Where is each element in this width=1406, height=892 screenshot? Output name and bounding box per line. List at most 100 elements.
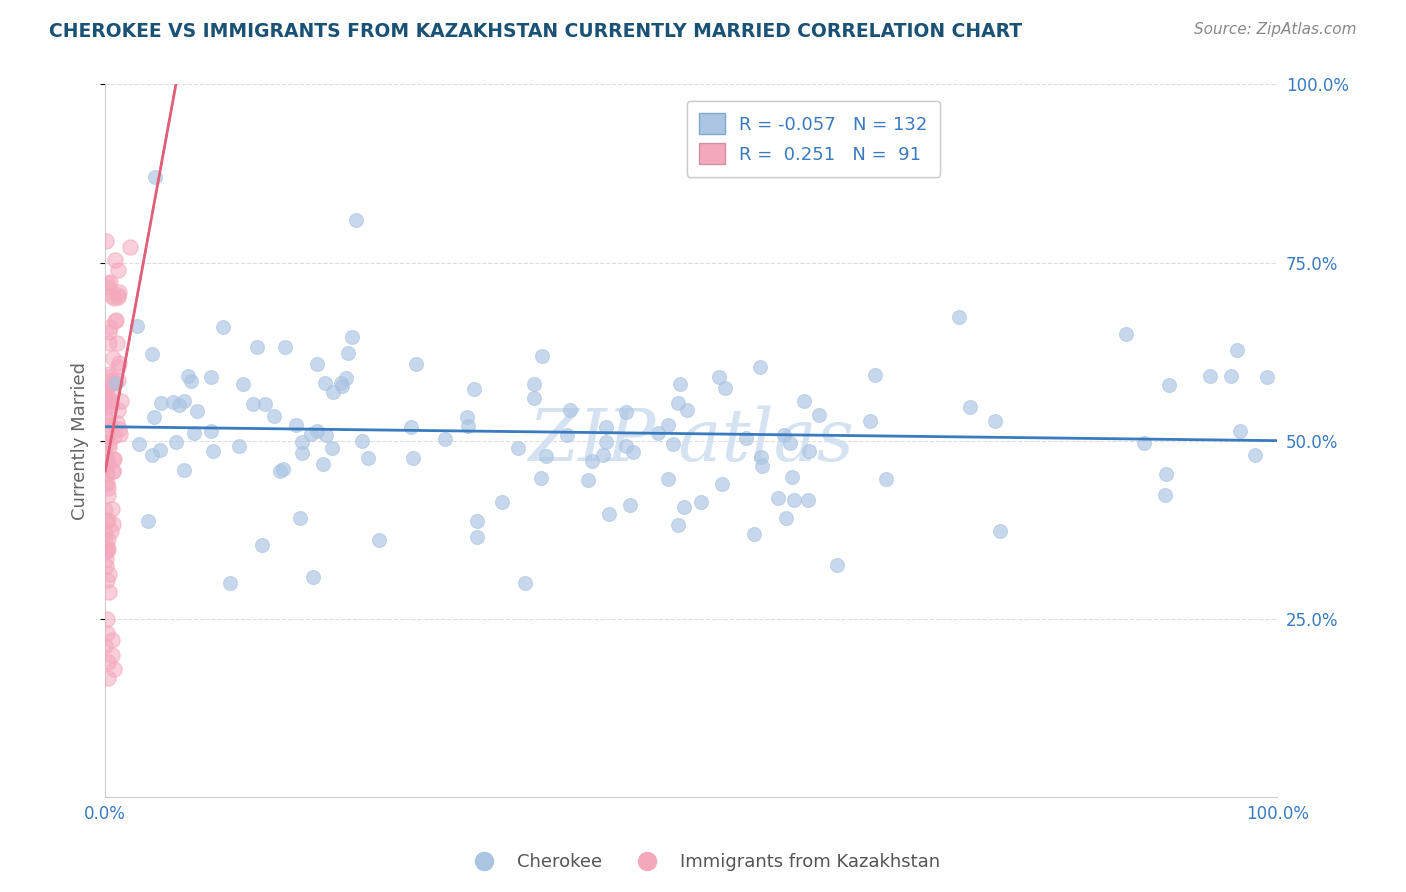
Point xyxy=(127,319,149,334)
Point xyxy=(523,391,546,405)
Point xyxy=(94,413,117,427)
Point xyxy=(96,543,118,558)
Point xyxy=(94,387,117,401)
Point xyxy=(314,376,336,390)
Point xyxy=(1226,343,1249,358)
Point xyxy=(169,398,191,412)
Point xyxy=(141,448,163,462)
Point xyxy=(96,626,118,640)
Point xyxy=(108,285,131,300)
Point xyxy=(97,435,120,450)
Point xyxy=(522,377,544,392)
Point xyxy=(96,395,118,409)
Point xyxy=(101,351,124,365)
Point xyxy=(793,393,815,408)
Point xyxy=(143,410,166,425)
Point xyxy=(97,655,120,669)
Point xyxy=(149,396,172,410)
Point xyxy=(104,252,127,267)
Point xyxy=(96,541,118,556)
Point xyxy=(103,464,125,478)
Point xyxy=(101,502,124,516)
Point xyxy=(253,396,276,410)
Point xyxy=(100,374,122,388)
Point xyxy=(434,432,457,446)
Point xyxy=(107,262,129,277)
Point xyxy=(666,396,689,410)
Point xyxy=(329,376,352,390)
Point xyxy=(465,530,488,544)
Point xyxy=(827,558,849,572)
Point xyxy=(94,384,117,399)
Legend: Cherokee, Immigrants from Kazakhstan: Cherokee, Immigrants from Kazakhstan xyxy=(458,847,948,879)
Point xyxy=(399,420,422,434)
Point xyxy=(97,671,120,685)
Point xyxy=(263,409,285,423)
Point xyxy=(598,507,620,521)
Point xyxy=(1154,487,1177,501)
Point xyxy=(274,340,297,354)
Point xyxy=(796,493,818,508)
Point xyxy=(107,403,129,417)
Point xyxy=(621,444,644,458)
Point xyxy=(96,460,118,475)
Point xyxy=(107,373,129,387)
Point xyxy=(456,409,478,424)
Point xyxy=(271,461,294,475)
Point xyxy=(97,488,120,502)
Point xyxy=(94,544,117,558)
Point xyxy=(467,514,489,528)
Point xyxy=(94,559,117,574)
Point xyxy=(269,464,291,478)
Point xyxy=(984,413,1007,427)
Point xyxy=(96,428,118,442)
Point xyxy=(751,459,773,474)
Point xyxy=(595,434,617,449)
Point xyxy=(94,533,117,547)
Point xyxy=(97,370,120,384)
Point xyxy=(1256,370,1278,384)
Point xyxy=(145,170,167,185)
Point xyxy=(101,289,124,303)
Point xyxy=(666,518,689,533)
Point xyxy=(94,392,117,406)
Point xyxy=(96,400,118,414)
Point xyxy=(105,335,128,350)
Point xyxy=(136,514,159,528)
Text: ZIP atlas: ZIP atlas xyxy=(529,406,855,476)
Point xyxy=(302,570,325,584)
Point xyxy=(103,291,125,305)
Point xyxy=(288,511,311,525)
Point xyxy=(1219,369,1241,384)
Point xyxy=(103,464,125,478)
Point xyxy=(291,435,314,450)
Point xyxy=(101,516,124,531)
Point xyxy=(149,443,172,458)
Point xyxy=(1115,326,1137,341)
Point xyxy=(105,312,128,326)
Point xyxy=(98,417,121,432)
Point xyxy=(530,471,553,485)
Point xyxy=(98,325,121,339)
Point xyxy=(97,541,120,556)
Point xyxy=(340,330,363,344)
Point xyxy=(103,662,125,676)
Point xyxy=(94,411,117,425)
Point xyxy=(97,532,120,546)
Point xyxy=(97,584,120,599)
Point xyxy=(335,371,357,385)
Point xyxy=(367,533,389,547)
Point xyxy=(252,537,274,551)
Point xyxy=(312,457,335,471)
Point xyxy=(948,310,970,324)
Point xyxy=(491,495,513,509)
Point xyxy=(337,346,360,360)
Point xyxy=(101,633,124,648)
Point xyxy=(201,444,224,458)
Point xyxy=(1199,369,1222,384)
Point xyxy=(94,434,117,449)
Point xyxy=(100,524,122,538)
Point xyxy=(173,394,195,409)
Point xyxy=(657,471,679,485)
Point xyxy=(97,454,120,468)
